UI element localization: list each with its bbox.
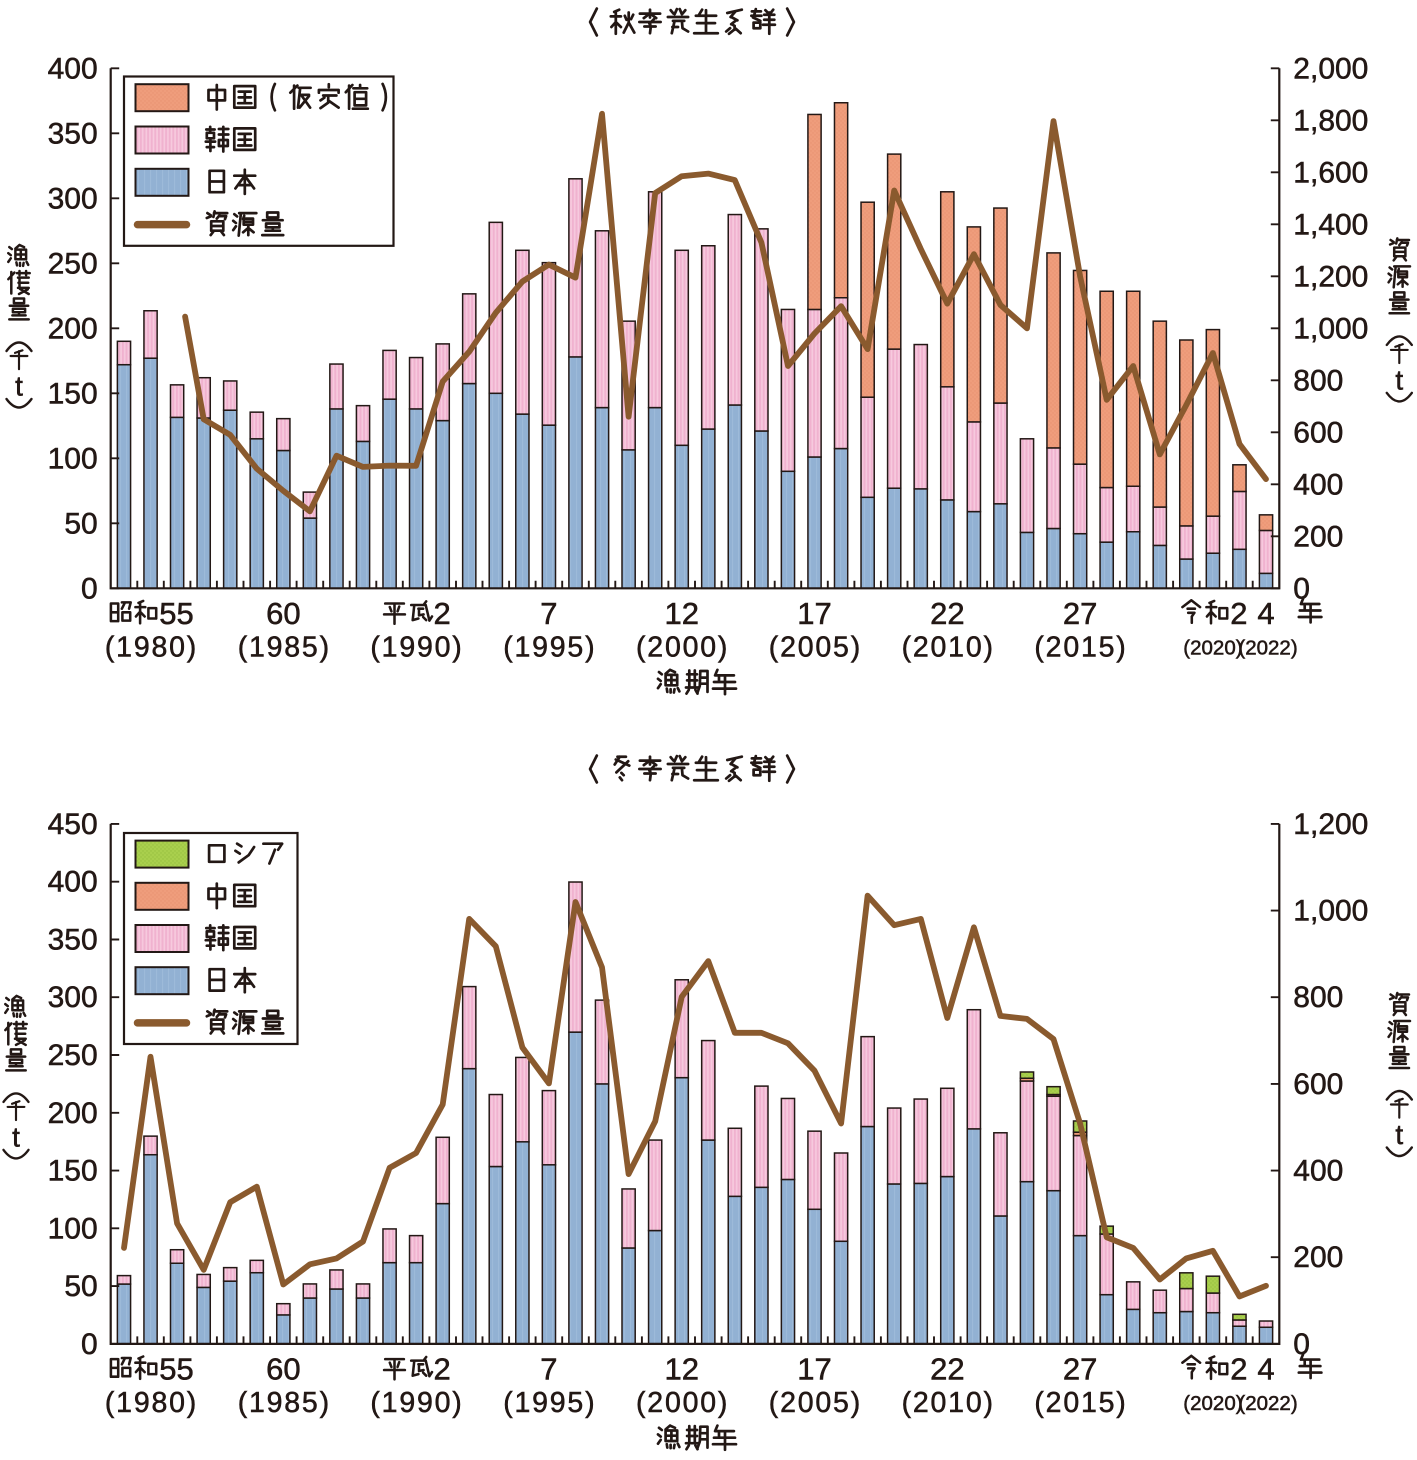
- svg-text:1,400: 1,400: [1293, 208, 1368, 241]
- svg-text:100: 100: [48, 442, 98, 475]
- svg-text:0: 0: [81, 1328, 98, 1361]
- svg-text:(1995): (1995): [503, 1387, 596, 1419]
- svg-text:350: 350: [48, 924, 98, 957]
- svg-text:0: 0: [1293, 1328, 1310, 1361]
- svg-text:t: t: [15, 371, 23, 402]
- svg-text:2,000: 2,000: [1293, 52, 1368, 85]
- svg-text:(2005): (2005): [769, 1387, 862, 1419]
- svg-text:(1990): (1990): [370, 1387, 463, 1419]
- svg-text:(2022): (2022): [1238, 1392, 1297, 1415]
- svg-text:250: 250: [48, 1039, 98, 1072]
- svg-text:t: t: [12, 1121, 20, 1152]
- svg-text:250: 250: [48, 247, 98, 280]
- svg-text:200: 200: [1293, 520, 1343, 553]
- svg-text:300: 300: [48, 981, 98, 1014]
- svg-text:12: 12: [665, 1351, 699, 1386]
- svg-text:27: 27: [1063, 1351, 1097, 1386]
- svg-text:4: 4: [1257, 1351, 1274, 1386]
- svg-text:7: 7: [540, 596, 557, 631]
- svg-text:(1985): (1985): [238, 632, 331, 664]
- svg-text:(1985): (1985): [238, 1387, 331, 1419]
- svg-text:200: 200: [1293, 1241, 1343, 1274]
- svg-text:400: 400: [1293, 468, 1343, 501]
- svg-text:150: 150: [48, 377, 98, 410]
- svg-text:22: 22: [930, 596, 964, 631]
- svg-text:800: 800: [1293, 981, 1343, 1014]
- svg-text:0: 0: [1293, 572, 1310, 605]
- svg-text:(2022): (2022): [1238, 636, 1297, 659]
- svg-text:55: 55: [159, 596, 193, 631]
- svg-text:(1980): (1980): [105, 1387, 198, 1419]
- svg-text:(2015): (2015): [1034, 632, 1127, 664]
- svg-text:22: 22: [930, 1351, 964, 1386]
- svg-text:17: 17: [797, 596, 831, 631]
- svg-text:200: 200: [48, 1097, 98, 1130]
- svg-text:50: 50: [64, 507, 97, 540]
- svg-text:450: 450: [48, 808, 98, 841]
- svg-text:200: 200: [48, 312, 98, 345]
- svg-text:1,200: 1,200: [1293, 808, 1368, 841]
- svg-text:50: 50: [64, 1270, 97, 1303]
- svg-text:350: 350: [48, 117, 98, 150]
- svg-text:7: 7: [540, 1351, 557, 1386]
- svg-text:(1980): (1980): [105, 632, 198, 664]
- svg-text:4: 4: [1257, 596, 1274, 631]
- svg-text:800: 800: [1293, 364, 1343, 397]
- svg-text:300: 300: [48, 182, 98, 215]
- svg-text:t: t: [1395, 364, 1403, 395]
- svg-text:2: 2: [1230, 1351, 1247, 1386]
- svg-text:60: 60: [266, 1351, 300, 1386]
- svg-text:(2020): (2020): [1183, 1392, 1242, 1415]
- svg-text:2: 2: [434, 596, 451, 631]
- svg-text:2: 2: [434, 1351, 451, 1386]
- svg-text:(1995): (1995): [503, 632, 596, 664]
- svg-text:27: 27: [1063, 596, 1097, 631]
- svg-text:60: 60: [266, 596, 300, 631]
- svg-text:1,000: 1,000: [1293, 895, 1368, 928]
- svg-text:2: 2: [1230, 596, 1247, 631]
- svg-text:400: 400: [48, 866, 98, 899]
- svg-text:100: 100: [48, 1212, 98, 1245]
- svg-text:t: t: [1395, 1119, 1403, 1150]
- svg-text:600: 600: [1293, 416, 1343, 449]
- svg-text:150: 150: [48, 1155, 98, 1188]
- svg-text:400: 400: [48, 52, 98, 85]
- svg-text:17: 17: [797, 1351, 831, 1386]
- svg-text:400: 400: [1293, 1155, 1343, 1188]
- svg-text:(2015): (2015): [1034, 1387, 1127, 1419]
- svg-text:600: 600: [1293, 1068, 1343, 1101]
- svg-text:(2010): (2010): [902, 1387, 995, 1419]
- svg-text:1,200: 1,200: [1293, 260, 1368, 293]
- svg-text:55: 55: [159, 1351, 193, 1386]
- svg-text:(2020): (2020): [1183, 636, 1242, 659]
- svg-text:1,000: 1,000: [1293, 312, 1368, 345]
- svg-text:(2000): (2000): [636, 632, 729, 664]
- svg-text:(2000): (2000): [636, 1387, 729, 1419]
- svg-text:12: 12: [665, 596, 699, 631]
- svg-text:(2010): (2010): [902, 632, 995, 664]
- svg-text:(1990): (1990): [370, 632, 463, 664]
- svg-text:(2005): (2005): [769, 632, 862, 664]
- svg-text:0: 0: [81, 572, 98, 605]
- svg-text:1,600: 1,600: [1293, 156, 1368, 189]
- svg-text:1,800: 1,800: [1293, 104, 1368, 137]
